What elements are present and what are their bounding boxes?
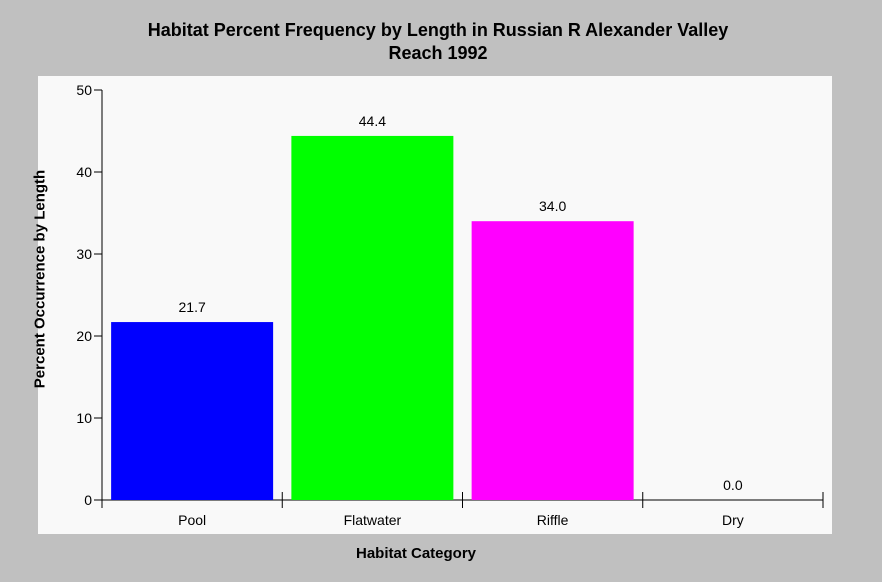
chart-title-line-1: Habitat Percent Frequency by Length in R… bbox=[147, 20, 729, 40]
chart-title-line-2: Reach 1992 bbox=[388, 43, 488, 63]
x-tick-label: Riffle bbox=[537, 512, 569, 528]
bar-pool bbox=[111, 322, 274, 500]
bar-riffle bbox=[471, 221, 634, 500]
y-tick-label: 10 bbox=[76, 410, 92, 426]
data-label: 0.0 bbox=[723, 477, 743, 493]
x-tick-label: Dry bbox=[722, 512, 744, 528]
x-axis-label: Habitat Category bbox=[355, 545, 477, 562]
y-tick-label: 20 bbox=[76, 328, 92, 344]
y-tick-label: 0 bbox=[84, 492, 92, 508]
x-tick-label: Pool bbox=[178, 512, 206, 528]
y-tick-label: 40 bbox=[76, 164, 92, 180]
y-axis-label: Percent Occurrence by Length bbox=[31, 169, 49, 389]
bar-flatwater bbox=[291, 135, 454, 501]
y-tick-label: 30 bbox=[76, 246, 92, 262]
data-label: 34.0 bbox=[539, 198, 566, 214]
data-label: 21.7 bbox=[179, 299, 206, 315]
y-tick-label: 50 bbox=[76, 82, 92, 98]
data-label: 44.4 bbox=[359, 113, 386, 129]
x-tick-label: Flatwater bbox=[344, 512, 402, 528]
